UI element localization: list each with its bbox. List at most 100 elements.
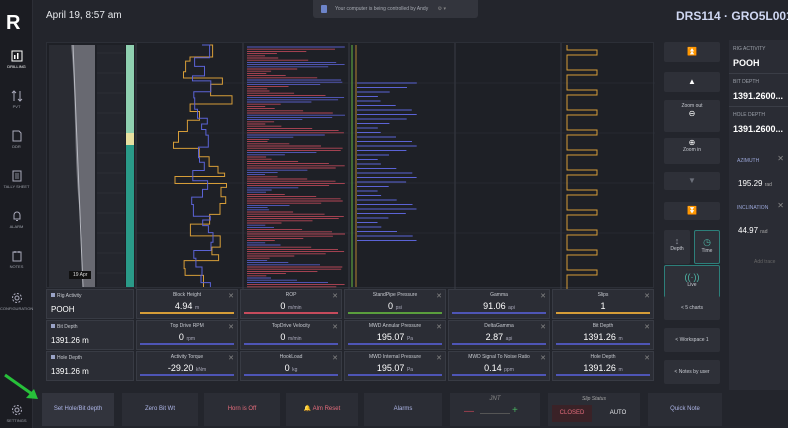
- tile-bit-depth[interactable]: Bit Depth 1391.26 m: [46, 320, 134, 350]
- scroll-bottom-button[interactable]: ⏬: [664, 202, 720, 220]
- tile-row2-2[interactable]: MWD Annular Pressure ✕ 195.07 Pa: [344, 320, 446, 350]
- tile-value: 195.07 Pa: [345, 363, 445, 373]
- live-button[interactable]: ((·)) Live: [664, 265, 720, 299]
- tile-label: MWD Internal Pressure: [369, 354, 421, 360]
- tile-value: 91.06 api: [449, 301, 549, 311]
- scroll-top-button[interactable]: ⏫: [664, 42, 720, 62]
- tile-label: Activity Torque: [170, 354, 204, 360]
- drilling-icon: [11, 50, 22, 62]
- tile-row3-4[interactable]: Hole Depth ✕ 1391.26 m: [552, 351, 654, 381]
- workspace-button[interactable]: < Workspace 1: [664, 328, 720, 352]
- time-mode-button[interactable]: ◷ Time: [694, 230, 720, 264]
- value: 1391.26: [583, 332, 616, 342]
- nav-ddr[interactable]: DDR: [0, 130, 33, 149]
- close-icon[interactable]: ✕: [228, 293, 234, 300]
- close-icon[interactable]: ✕: [436, 324, 442, 331]
- close-icon[interactable]: ✕: [332, 355, 338, 362]
- close-icon[interactable]: ✕: [436, 293, 442, 300]
- tile-value: 1391.26 m: [51, 336, 89, 345]
- nav-alarm[interactable]: ALARM: [0, 210, 33, 229]
- tile-hole-depth[interactable]: Hole Depth 1391.26 m: [46, 351, 134, 381]
- zoom-out-button[interactable]: Zoom out ⊖: [664, 100, 720, 132]
- slip-closed-button[interactable]: CLOSED: [552, 405, 592, 422]
- tile-row3-0[interactable]: Activity Torque ✕ -29.20 kNm: [136, 351, 238, 381]
- close-icon[interactable]: ✕: [644, 293, 650, 300]
- alarms-button[interactable]: Alarms: [364, 393, 442, 426]
- quick-note-button[interactable]: Quick Note: [648, 393, 722, 426]
- zero-bit-wt-button[interactable]: Zero Bit Wt: [122, 393, 198, 426]
- value: 0: [388, 301, 394, 311]
- tile-row1-4[interactable]: Slips ✕ 1: [552, 289, 654, 319]
- close-icon[interactable]: ✕: [777, 201, 784, 210]
- scroll-up-button[interactable]: ▲: [664, 72, 720, 92]
- set-hole-bit-depth-button[interactable]: Set Hole/Bit depth: [42, 393, 114, 426]
- pointer-arrow-icon: [4, 373, 38, 399]
- remote-control-banner[interactable]: Your computer is being controlled by And…: [313, 0, 478, 18]
- tile-label: DeltaGamma: [484, 323, 514, 329]
- notes-by-user-button[interactable]: < Notes by user: [664, 360, 720, 384]
- tile-row1-3[interactable]: Gamma ✕ 91.06 api: [448, 289, 550, 319]
- azimuth-value: 195.29: [738, 179, 763, 188]
- tile-row1-2[interactable]: StandPipe Pressure ✕ 0 psi: [344, 289, 446, 319]
- jnt-decrement-button[interactable]: —: [464, 406, 474, 417]
- close-icon[interactable]: ✕: [777, 154, 784, 163]
- zoom-in-button[interactable]: ⊕ Zoom in: [664, 138, 720, 164]
- tile-label: Hole Depth: [590, 354, 616, 360]
- close-icon[interactable]: ✕: [436, 355, 442, 362]
- close-icon[interactable]: ✕: [332, 293, 338, 300]
- tile-row1-1[interactable]: ROP ✕ 0 m/min: [240, 289, 342, 319]
- tile-row2-0[interactable]: Top Drive RPM ✕ 0 rpm: [136, 320, 238, 350]
- slip-auto-button[interactable]: AUTO: [609, 410, 627, 416]
- side-value: 1391.2600...: [733, 124, 784, 134]
- value: 91.06: [483, 301, 506, 311]
- tile-row3-1[interactable]: HookLoad ✕ 0 kg: [240, 351, 342, 381]
- nav-drilling[interactable]: DRILLING: [0, 50, 33, 69]
- depth-mode-button[interactable]: ↕ Depth: [664, 230, 690, 264]
- tile-row2-3[interactable]: DeltaGamma ✕ 2.87 api: [448, 320, 550, 350]
- tile-row1-0[interactable]: Block Height ✕ 4.94 m: [136, 289, 238, 319]
- unit: Pa: [406, 336, 414, 342]
- close-icon[interactable]: ✕: [540, 355, 546, 362]
- close-icon[interactable]: ✕: [228, 355, 234, 362]
- unit: Pa: [406, 367, 414, 373]
- settings-icon[interactable]: ⚙ ▾: [437, 6, 446, 12]
- activity-band: [126, 133, 134, 145]
- value: 0: [178, 332, 184, 342]
- add-trace-link[interactable]: Add trace: [754, 259, 776, 265]
- tile-row3-2[interactable]: MWD Internal Pressure ✕ 195.07 Pa: [344, 351, 446, 381]
- minus-circle-icon: ⊖: [688, 109, 696, 118]
- divider: [729, 73, 788, 74]
- scroll-down-button[interactable]: ▼: [664, 172, 720, 190]
- tile-row2-1[interactable]: TopDrive Velocity ✕ 0 m/min: [240, 320, 342, 350]
- nav-notes[interactable]: NOTES: [0, 250, 33, 269]
- tile-row3-3[interactable]: MWD Signal To Noise Ratio ✕ 0.14 ppm: [448, 351, 550, 381]
- close-icon[interactable]: ✕: [644, 355, 650, 362]
- close-icon[interactable]: ✕: [540, 324, 546, 331]
- tile-value: 0 psi: [345, 301, 445, 311]
- close-icon[interactable]: ✕: [540, 293, 546, 300]
- range-bar: [452, 343, 546, 345]
- nav-settings[interactable]: SETTINGS: [0, 404, 33, 423]
- down-arrow-icon: ▼: [688, 176, 696, 185]
- tile-value: 0 m/min: [241, 332, 341, 342]
- alarm-reset-button[interactable]: 🔔 Alm Reset: [286, 393, 358, 426]
- close-icon[interactable]: ✕: [332, 324, 338, 331]
- nav-tally-sheet[interactable]: TALLY SHEET: [0, 170, 33, 189]
- unit: rpm: [186, 336, 196, 342]
- close-icon[interactable]: ✕: [644, 324, 650, 331]
- tile-label: Gamma: [490, 292, 508, 298]
- nav-label: DDR: [12, 144, 21, 149]
- tile-value: 1391.26 m: [51, 367, 89, 376]
- tile-row2-4[interactable]: Bit Depth ✕ 1391.26 m: [552, 320, 654, 350]
- range-bar: [244, 312, 338, 314]
- close-icon[interactable]: ✕: [228, 324, 234, 331]
- horn-toggle-button[interactable]: Horn is Off: [204, 393, 280, 426]
- jnt-increment-button[interactable]: +: [512, 405, 518, 416]
- well-log-chart[interactable]: 19 Apr: [46, 42, 655, 289]
- tile-label: Hole Depth: [57, 355, 83, 361]
- tile-rig-activity[interactable]: Rig Activity POOH: [46, 289, 134, 319]
- nav-pvt[interactable]: PVT: [0, 90, 33, 109]
- tile-label: HookLoad: [279, 354, 303, 360]
- nav-configuration[interactable]: CONFIGURATION: [0, 292, 33, 311]
- charts-button[interactable]: < 5 charts: [664, 296, 720, 320]
